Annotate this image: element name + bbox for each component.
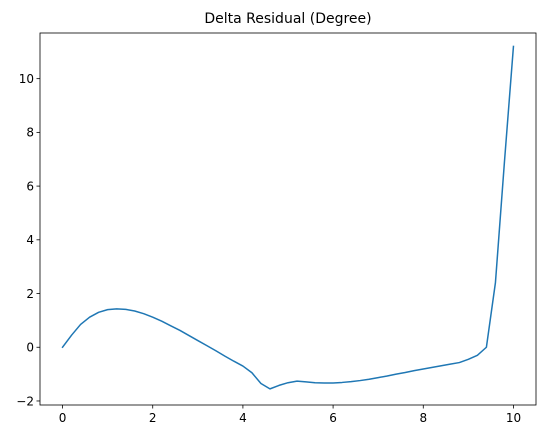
- x-tick-label: 4: [239, 411, 247, 425]
- axes-frame: [39, 32, 537, 406]
- x-tick-label: 8: [419, 411, 427, 425]
- series-line-0: [61, 45, 515, 390]
- x-tick-label: 2: [149, 411, 157, 425]
- plot-area: [61, 45, 515, 390]
- y-tick-label: 6: [26, 179, 34, 193]
- y-tick-label: 2: [26, 287, 34, 301]
- x-tick-label: 0: [59, 411, 67, 425]
- y-tick-label: 10: [19, 72, 34, 86]
- y-tick-label: 8: [26, 126, 34, 140]
- chart-title: Delta Residual (Degree): [204, 11, 371, 27]
- x-tick-label: 10: [506, 411, 521, 425]
- y-tick-label: −2: [16, 394, 34, 408]
- y-tick-label: 4: [26, 233, 34, 247]
- y-tick-label: 0: [26, 341, 34, 355]
- x-tick-label: 6: [329, 411, 337, 425]
- axes: 0 2 4 6 8 10 −2 0 2 4 6 8 10: [16, 32, 537, 425]
